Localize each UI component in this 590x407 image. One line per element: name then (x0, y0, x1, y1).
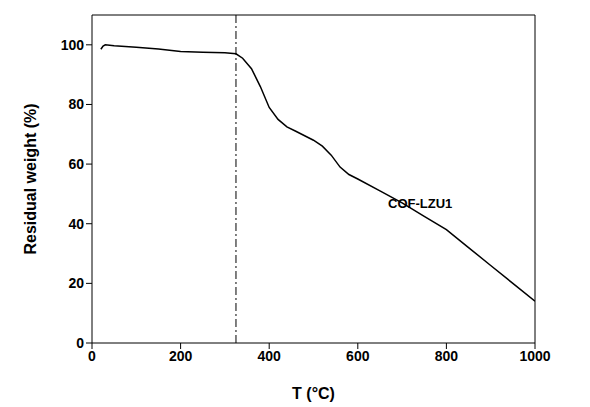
svg-text:1000: 1000 (519, 348, 550, 364)
svg-text:20: 20 (68, 275, 84, 291)
svg-text:T (°C): T (°C) (292, 385, 335, 402)
svg-text:80: 80 (68, 96, 84, 112)
svg-text:Residual weight (%): Residual weight (%) (22, 103, 39, 254)
svg-text:400: 400 (258, 348, 282, 364)
svg-text:100: 100 (61, 37, 85, 53)
svg-text:0: 0 (88, 348, 96, 364)
svg-text:200: 200 (169, 348, 193, 364)
svg-text:0: 0 (76, 335, 84, 351)
html-text:COF-LZU1: COF-LZU1 (388, 196, 453, 211)
svg-text:600: 600 (346, 348, 370, 364)
svg-text:800: 800 (435, 348, 459, 364)
svg-text:60: 60 (68, 156, 84, 172)
svg-text:40: 40 (68, 216, 84, 232)
